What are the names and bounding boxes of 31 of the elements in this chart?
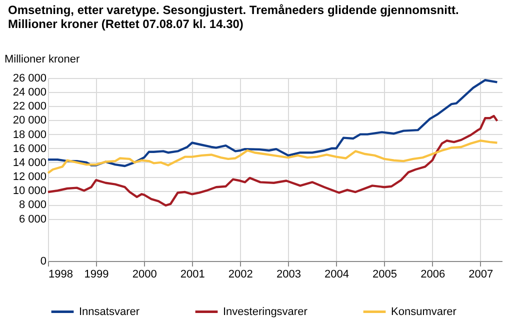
x-tick-label: 2006 [420, 268, 446, 280]
y-tick-label: 12 000 [12, 171, 46, 184]
legend-label: Innsatsvarer [79, 306, 140, 318]
y-tick-label: 6 000 [18, 213, 46, 226]
y-tick-label: 8 000 [18, 199, 46, 212]
y-tick-label: 22 000 [12, 100, 46, 113]
x-tick-label: 2004 [324, 268, 349, 280]
text: Millioner kroner (Rettet 07.08.07 kl. 14.30) [8, 17, 244, 31]
x-tick-label: 2005 [372, 268, 398, 280]
y-tick-label: 14 000 [12, 156, 46, 169]
y-tick-label: 10 000 [12, 185, 46, 198]
x-tick-label: 2000 [132, 268, 157, 280]
y-tick-label: 0 [40, 256, 46, 268]
x-tick-label: 2001 [180, 268, 205, 280]
x-tick-label: 2007 [468, 268, 494, 280]
y-tick-label: 26 000 [12, 72, 46, 84]
y-axis-title: Millioner kroner [4, 54, 80, 66]
y-tick-label: 16 000 [12, 142, 46, 155]
line-series [46, 79, 498, 168]
y-tick-label: 18 000 [12, 128, 46, 141]
x-tick-label: 2002 [228, 268, 253, 280]
y-tick-label: 24 000 [12, 86, 46, 99]
x-tick-label: 2003 [276, 268, 301, 280]
x-tick-label: 1998 [48, 268, 73, 280]
x-tick-label: 1999 [84, 268, 109, 280]
legend-label: Konsumvarer [391, 306, 457, 318]
legend-label: Investeringsvarer [223, 306, 308, 318]
line-series [46, 140, 498, 174]
text: Omsetning, etter varetype. Sesongjustert. Tremåneders glidende gjennomsnitt. [8, 3, 459, 17]
line-series [46, 114, 498, 206]
y-tick-label: 20 000 [12, 114, 46, 127]
